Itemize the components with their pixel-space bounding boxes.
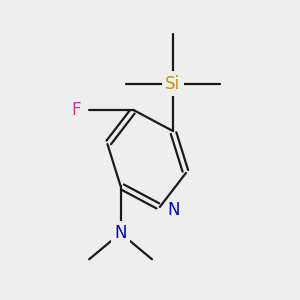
- Text: N: N: [168, 200, 180, 218]
- Text: F: F: [72, 101, 81, 119]
- Text: Si: Si: [165, 75, 181, 93]
- Text: N: N: [114, 224, 127, 242]
